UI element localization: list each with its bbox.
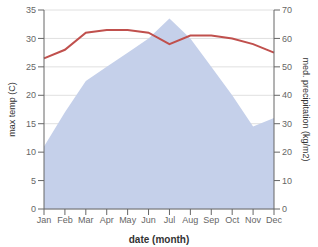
svg-text:5: 5	[31, 176, 36, 186]
svg-text:10: 10	[26, 147, 36, 157]
svg-text:20: 20	[282, 147, 292, 157]
svg-text:Nov: Nov	[245, 215, 262, 225]
svg-text:10: 10	[282, 176, 292, 186]
svg-text:70: 70	[282, 5, 292, 15]
svg-text:May: May	[119, 215, 137, 225]
svg-text:30: 30	[26, 34, 36, 44]
svg-text:0: 0	[282, 204, 287, 214]
svg-text:Mar: Mar	[78, 215, 94, 225]
svg-text:15: 15	[26, 119, 36, 129]
svg-text:Apr: Apr	[100, 215, 114, 225]
svg-text:35: 35	[26, 5, 36, 15]
svg-text:Oct: Oct	[225, 215, 240, 225]
svg-text:25: 25	[26, 62, 36, 72]
svg-text:Feb: Feb	[57, 215, 73, 225]
svg-text:Dec: Dec	[266, 215, 283, 225]
svg-text:0: 0	[31, 204, 36, 214]
svg-text:Aug: Aug	[182, 215, 198, 225]
svg-text:med. precipitation (kg/m2): med. precipitation (kg/m2)	[301, 57, 310, 161]
svg-text:60: 60	[282, 34, 292, 44]
svg-text:Jul: Jul	[164, 215, 176, 225]
svg-text:30: 30	[282, 119, 292, 129]
svg-text:50: 50	[282, 62, 292, 72]
svg-text:max temp (C): max temp (C)	[8, 82, 17, 137]
svg-text:date (month): date (month)	[129, 234, 190, 245]
svg-text:Jan: Jan	[37, 215, 52, 225]
svg-text:20: 20	[26, 90, 36, 100]
svg-text:40: 40	[282, 90, 292, 100]
svg-text:Jun: Jun	[141, 215, 156, 225]
svg-text:Sep: Sep	[203, 215, 219, 225]
